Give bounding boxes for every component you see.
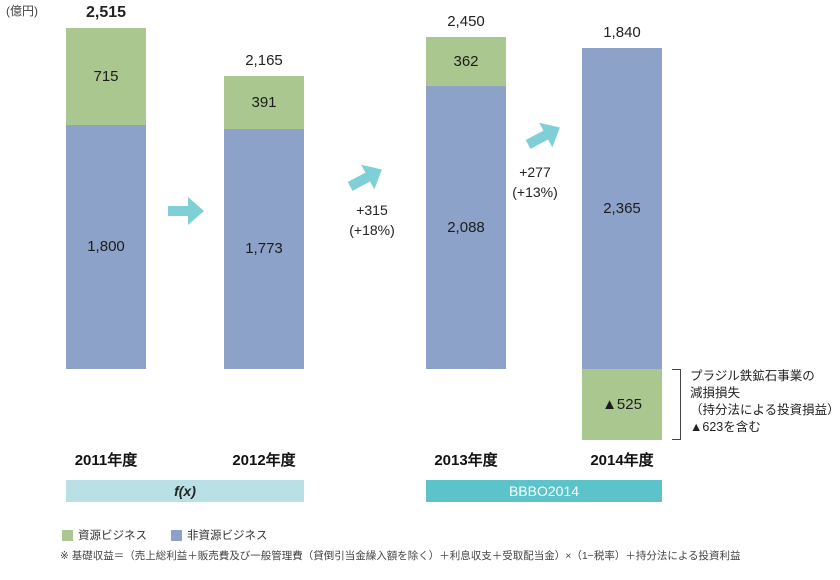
change-value: +315 [356,202,388,218]
bar-segment-non-resource: 2,365 [582,48,662,369]
change-value: +277 [519,164,551,180]
category-label: 2011年度 [74,452,138,469]
annotation-line: （持分法による投資損益） [690,403,840,417]
footnote: ※ 基礎収益＝（売上総利益＋販売費及び一般管理費（貸倒引当金繰入額を除く）＋利息… [60,550,741,562]
bar-segment-non-resource: 2,088 [426,85,506,369]
annotation-line: プラジル鉄鉱石事業の [690,369,815,383]
category-label: 2013年度 [434,452,498,469]
annotation-line: 減損損失 [690,386,741,400]
legend-swatch-resource [62,529,73,541]
annotation-note: プラジル鉄鉱石事業の 減損損失 （持分法による投資損益） ▲623を含む [690,368,840,436]
change-label: +277 (+13%) [495,162,575,202]
legend-swatch-non-resource [171,529,182,541]
legend-label-resource: 資源ビジネス [78,530,147,542]
bar-total-label: 1,840 [603,24,641,42]
bar-segment-resource: 391 [224,75,304,129]
bar-segment-resource: ▲525 [582,369,662,441]
change-label: +315 (+18%) [332,200,412,240]
bar-segment-non-resource: 1,773 [224,128,304,369]
category-label: 2012年度 [232,452,296,469]
legend-item-non-resource: 非資源ビジネス [171,527,268,543]
arrow-icon [347,164,382,191]
bar-segment-resource: 362 [426,36,506,86]
change-percent: (+13%) [512,184,558,200]
bar-segment-resource: 715 [66,28,146,125]
arrow-icon [525,122,560,149]
arrow-icon [168,197,204,225]
bar-total-label: 2,450 [447,12,485,30]
bar-total-label: 2,515 [85,4,127,21]
bar-total-label: 2,165 [245,51,283,69]
legend: 資源ビジネス 非資源ビジネス [62,527,292,543]
period-band: f(x) [66,480,304,502]
category-label: 2014年度 [590,452,654,469]
legend-label-non-resource: 非資源ビジネス [187,530,268,542]
annotation-bracket [672,369,681,440]
period-band: BBBO2014 [426,480,662,502]
bar-segment-non-resource: 1,800 [66,124,146,369]
change-percent: (+18%) [349,222,395,238]
unit-label: (億円) [6,4,38,18]
annotation-line: ▲623を含む [690,420,761,434]
legend-item-resource: 資源ビジネス [62,527,147,543]
